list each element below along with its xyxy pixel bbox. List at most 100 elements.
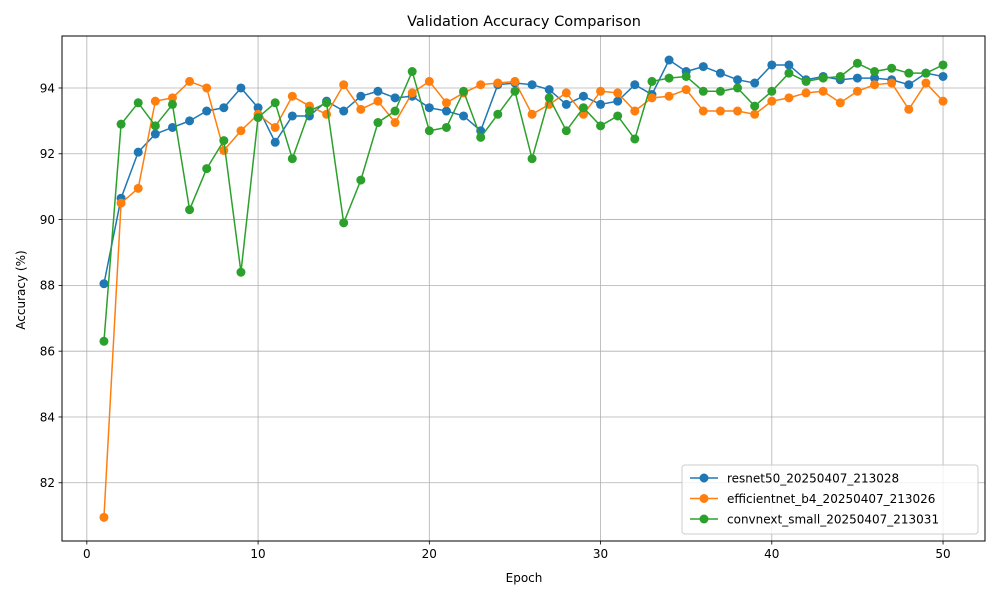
data-point	[441, 98, 451, 108]
data-point	[185, 205, 195, 215]
data-point	[202, 83, 212, 93]
data-point	[870, 67, 880, 77]
data-point	[818, 86, 828, 96]
data-point	[253, 103, 263, 113]
data-point	[715, 86, 725, 96]
data-point	[664, 91, 674, 101]
data-point	[887, 78, 897, 88]
data-point	[407, 88, 417, 98]
legend-marker	[699, 494, 709, 503]
data-point	[801, 88, 811, 98]
data-point	[767, 96, 777, 106]
x-tick-label: 40	[764, 547, 779, 561]
data-point	[459, 111, 469, 121]
data-point	[322, 109, 332, 119]
y-tick-label: 88	[40, 279, 55, 293]
legend-label: convnext_small_20250407_213031	[727, 512, 939, 526]
chart-title: Validation Accuracy Comparison	[407, 14, 641, 30]
data-point	[938, 96, 948, 106]
y-tick-label: 92	[40, 147, 55, 161]
x-tick-label: 30	[593, 547, 608, 561]
data-point	[835, 98, 845, 108]
data-point	[630, 106, 640, 116]
legend-label: efficientnet_b4_20250407_213026	[727, 492, 935, 506]
data-point	[167, 93, 177, 103]
data-point	[116, 198, 126, 208]
data-point	[99, 512, 109, 522]
data-point	[339, 218, 349, 228]
data-point	[133, 147, 143, 157]
x-tick-label: 50	[935, 547, 950, 561]
data-point	[527, 154, 537, 164]
data-point	[356, 175, 366, 185]
data-point	[441, 122, 451, 132]
data-point	[476, 80, 486, 90]
data-point	[150, 121, 160, 131]
data-point	[767, 86, 777, 96]
data-point	[219, 103, 229, 113]
data-point	[167, 122, 177, 132]
data-point	[613, 88, 623, 98]
data-point	[664, 73, 674, 83]
data-point	[527, 80, 537, 90]
data-point	[887, 63, 897, 73]
data-point	[133, 98, 143, 108]
data-point	[681, 85, 691, 95]
x-tick-label: 0	[83, 547, 91, 561]
data-point	[133, 183, 143, 193]
data-point	[904, 104, 914, 114]
data-point	[270, 122, 280, 132]
legend: resnet50_20250407_213028 efficientnet_b4_…	[681, 464, 979, 535]
data-point	[578, 109, 588, 119]
data-point	[356, 104, 366, 114]
data-point	[647, 93, 657, 103]
data-point	[938, 71, 948, 81]
data-point	[715, 68, 725, 78]
data-point	[373, 86, 383, 96]
data-point	[493, 109, 503, 119]
data-point	[459, 86, 469, 96]
data-point	[681, 71, 691, 81]
x-axis-label: Epoch	[506, 571, 543, 585]
data-point	[99, 336, 109, 346]
data-point	[767, 60, 777, 70]
data-point	[544, 93, 554, 103]
data-point	[596, 99, 606, 109]
data-point	[424, 76, 434, 86]
data-point	[287, 154, 297, 164]
data-point	[578, 103, 588, 113]
x-tick-label: 10	[250, 547, 265, 561]
data-point	[407, 67, 417, 77]
y-tick-label: 84	[40, 410, 55, 424]
y-axis-label: Accuracy (%)	[14, 250, 28, 329]
y-axis: 82 84 86 88 90 92 94	[40, 81, 62, 490]
series-2	[99, 58, 948, 346]
x-tick-label: 20	[422, 547, 437, 561]
data-point	[544, 85, 554, 95]
data-point	[185, 76, 195, 86]
data-point	[835, 71, 845, 81]
data-point	[390, 118, 400, 128]
data-point	[698, 86, 708, 96]
data-point	[818, 73, 828, 83]
data-point	[270, 98, 280, 108]
plot-frame	[61, 35, 986, 542]
data-point	[904, 80, 914, 90]
data-point	[339, 106, 349, 116]
data-point	[733, 83, 743, 93]
data-point	[784, 68, 794, 78]
data-point	[750, 78, 760, 88]
data-point	[476, 132, 486, 142]
data-point	[236, 126, 246, 136]
data-point	[424, 103, 434, 113]
data-point	[561, 99, 571, 109]
data-point	[185, 116, 195, 126]
data-point	[715, 106, 725, 116]
data-point	[870, 73, 880, 83]
legend-entry: convnext_small_20250407_213031	[690, 512, 939, 526]
data-point	[287, 91, 297, 101]
y-tick-label: 86	[40, 344, 55, 358]
data-point	[373, 96, 383, 106]
y-tick-label: 94	[40, 81, 55, 95]
